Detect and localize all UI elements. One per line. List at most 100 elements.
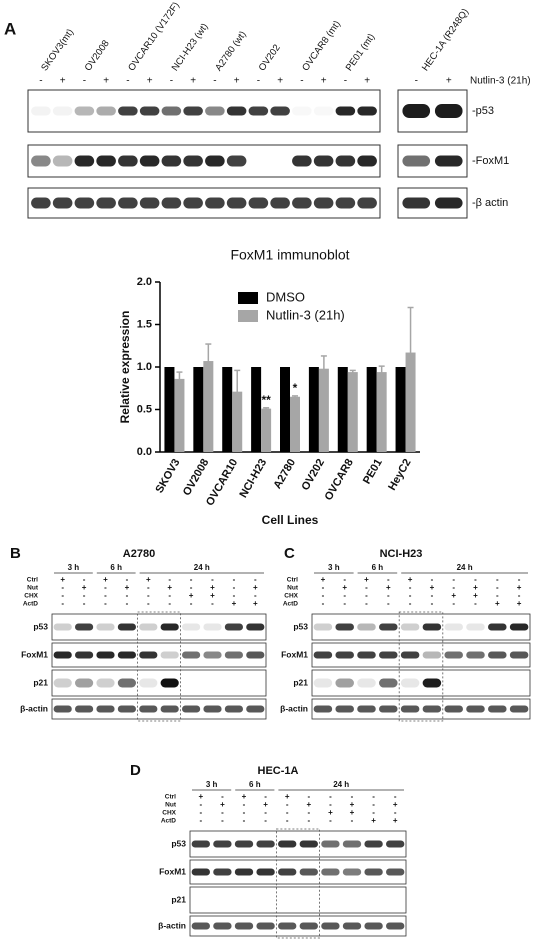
band	[434, 104, 463, 118]
sign: +	[253, 583, 258, 592]
sign: -	[322, 583, 325, 592]
band	[488, 651, 507, 659]
sign: -	[286, 808, 289, 817]
y-axis-label: Relative expression	[118, 311, 132, 424]
band	[139, 705, 158, 713]
band	[74, 155, 95, 167]
lane-label: OVCAR8 (mt)	[300, 19, 343, 73]
band	[335, 651, 354, 659]
panel-title: NCI-H23	[380, 548, 423, 560]
sign: -	[233, 591, 236, 600]
panel-label: A	[4, 19, 16, 38]
sign: +	[350, 800, 355, 809]
band	[402, 104, 431, 118]
band	[53, 705, 72, 713]
band	[117, 705, 136, 713]
band	[342, 840, 362, 848]
blot-label: -FoxM1	[472, 155, 509, 167]
band	[402, 155, 431, 167]
chart-title: FoxM1 immunoblot	[230, 247, 349, 263]
band	[74, 106, 95, 116]
band	[422, 651, 442, 659]
lane-label: A2780 (wt)	[213, 29, 248, 73]
sign: -	[126, 599, 129, 608]
band	[342, 868, 362, 876]
band	[224, 623, 243, 631]
blot-label: p53	[33, 621, 48, 631]
sign: +	[285, 792, 290, 801]
band	[321, 868, 340, 876]
time-label: 6 h	[110, 563, 122, 572]
bar	[251, 367, 262, 452]
sign: -	[307, 792, 310, 801]
sign: -	[307, 816, 310, 825]
time-label: 3 h	[68, 563, 80, 572]
sign: -	[452, 575, 455, 584]
sign: -	[365, 583, 368, 592]
condition-label: Nut	[165, 802, 177, 809]
sign: -	[322, 599, 325, 608]
band	[313, 678, 333, 688]
sign: -	[126, 76, 129, 87]
sign: -	[168, 599, 171, 608]
sign: -	[518, 591, 521, 600]
sign: -	[170, 76, 173, 87]
sign: +	[451, 591, 456, 600]
blot-frame	[51, 669, 267, 697]
band	[400, 623, 420, 631]
band	[246, 651, 265, 659]
band	[117, 651, 136, 659]
sign: -	[343, 599, 346, 608]
band	[342, 922, 362, 930]
sign: -	[264, 808, 267, 817]
x-tick-label: OV2008	[181, 457, 212, 498]
treatment-label: Nutlin-3 (21h)	[470, 76, 531, 87]
blot-label: FoxM1	[21, 649, 48, 659]
sign: -	[474, 599, 477, 608]
bar	[164, 367, 175, 452]
condition-label: ActD	[283, 601, 298, 608]
blot-label: -p53	[472, 105, 494, 117]
sign: -	[431, 575, 434, 584]
sign: -	[147, 599, 150, 608]
band	[226, 197, 247, 209]
band	[444, 651, 463, 659]
bar	[280, 367, 290, 452]
band	[292, 155, 312, 167]
sign: -	[61, 599, 64, 608]
band	[379, 623, 398, 631]
band	[248, 106, 269, 116]
sign: -	[394, 792, 397, 801]
sign: -	[387, 599, 390, 608]
panel-title: A2780	[123, 548, 155, 560]
sign: +	[495, 599, 500, 608]
sign: -	[496, 575, 499, 584]
sign: +	[371, 816, 376, 825]
sign: -	[372, 800, 375, 809]
sign: -	[351, 792, 354, 801]
blot-frame	[51, 698, 267, 720]
band	[400, 678, 420, 688]
band	[139, 155, 160, 167]
sign: +	[220, 800, 225, 809]
band	[379, 678, 398, 688]
sign: -	[243, 800, 246, 809]
band	[314, 107, 334, 116]
panel-label: B	[10, 545, 21, 562]
band	[357, 623, 376, 631]
blot-frame	[311, 669, 531, 697]
highlight-box	[275, 828, 320, 939]
band	[118, 106, 138, 116]
band	[357, 678, 376, 688]
significance-label: **	[261, 393, 271, 407]
band	[364, 922, 383, 930]
band	[161, 197, 182, 209]
condition-label: CHX	[24, 593, 38, 600]
y-tick-label: 1.0	[137, 361, 152, 373]
sign: +	[210, 583, 215, 592]
band	[139, 197, 160, 209]
bar	[308, 367, 319, 452]
sign: -	[264, 792, 267, 801]
band	[246, 623, 265, 631]
